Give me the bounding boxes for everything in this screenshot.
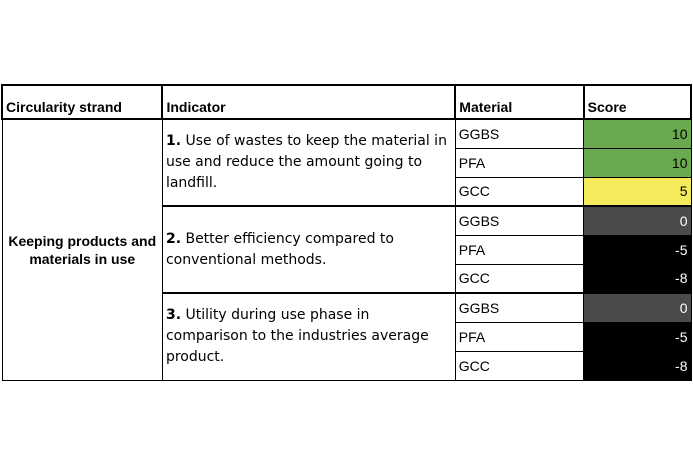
score-cell: -8: [583, 350, 692, 381]
score-cell: 5: [583, 176, 692, 207]
table-row: PFA 10: [2, 147, 692, 178]
header-circularity-strand: Circularity strand: [0, 84, 164, 120]
score-cell: 10: [583, 118, 692, 149]
material-cell: GCC: [454, 350, 585, 381]
material-cell: PFA: [454, 147, 585, 178]
indicator-text: Better efficiency compared to convention…: [165, 230, 394, 268]
table-row: GCC -8: [2, 350, 692, 381]
header-row: Circularity strand Indicator Material Sc…: [0, 84, 693, 120]
material-cell: GCC: [454, 176, 585, 207]
material-cell: GGBS: [454, 205, 585, 236]
score-cell: -8: [583, 263, 692, 294]
indicator-text: Use of wastes to keep the material in us…: [165, 133, 447, 191]
score-cell: 0: [583, 205, 692, 236]
score-cell: 0: [583, 292, 692, 323]
indicator-number: 2.: [165, 230, 182, 247]
table-row: GCC 5: [2, 176, 692, 207]
material-cell: GCC: [454, 263, 585, 294]
indicator-2: 2. Better efficiency compared to convent…: [161, 205, 456, 294]
indicator-text: Utility during use phase in comparison t…: [165, 307, 429, 366]
score-cell: -5: [583, 234, 692, 265]
circularity-score-table: Circularity strand Indicator Material Sc…: [0, 84, 693, 381]
material-cell: PFA: [454, 234, 585, 265]
header-score: Score: [582, 84, 693, 120]
table-row: PFA -5: [2, 321, 692, 352]
indicator-number: 1.: [165, 133, 182, 149]
material-cell: PFA: [454, 321, 585, 352]
header-material: Material: [454, 84, 585, 120]
indicator-1: 1. Use of wastes to keep the material in…: [161, 118, 456, 207]
table-row: Keeping products and materials in use 1.…: [1, 118, 692, 381]
score-cell: -5: [583, 321, 692, 352]
material-cell: GGBS: [454, 118, 585, 149]
indicator-3: 3. Utility during use phase in compariso…: [161, 292, 456, 381]
strand-cell: Keeping products and materials in use: [1, 118, 163, 381]
table-row: GCC -8: [2, 263, 692, 294]
table-row: PFA -5: [2, 234, 692, 265]
material-cell: GGBS: [454, 292, 585, 323]
header-indicator: Indicator: [161, 84, 457, 120]
table-row: 3. Utility during use phase in compariso…: [2, 292, 692, 381]
score-cell: 10: [583, 147, 692, 178]
indicator-number: 3.: [165, 307, 182, 324]
